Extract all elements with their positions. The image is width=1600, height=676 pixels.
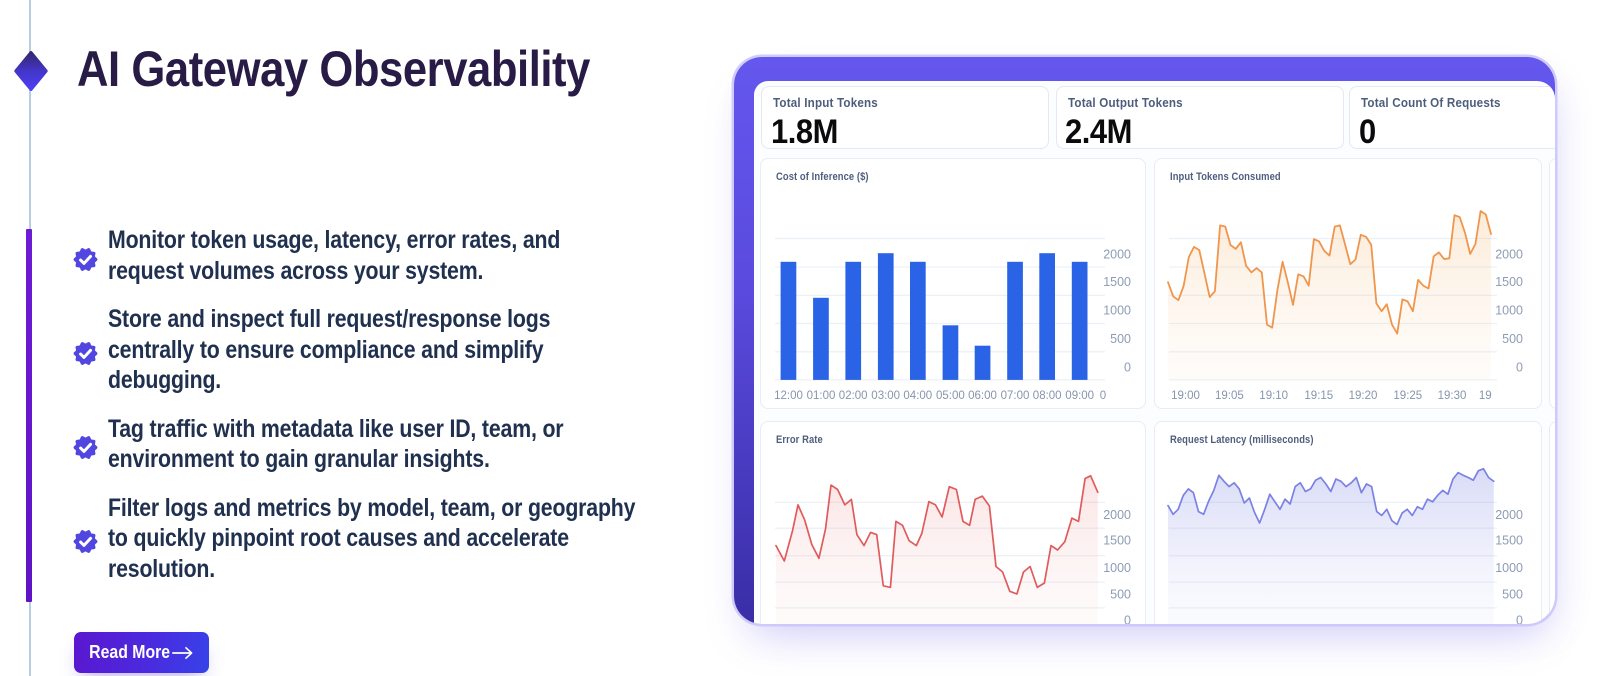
svg-text:1500: 1500 [1103,533,1131,547]
svg-text:03:00: 03:00 [871,390,900,402]
svg-text:0: 0 [1100,390,1106,402]
svg-text:500: 500 [1502,332,1523,346]
svg-text:06:00: 06:00 [968,390,997,402]
svg-text:1500: 1500 [1495,533,1523,547]
svg-text:0: 0 [1124,613,1131,624]
svg-text:05:00: 05:00 [936,390,965,402]
svg-text:19:20: 19:20 [1349,390,1378,402]
svg-text:19:05: 19:05 [1215,390,1244,402]
svg-text:2000: 2000 [1103,507,1131,521]
svg-text:02:00: 02:00 [839,390,868,402]
svg-text:1500: 1500 [1495,275,1523,289]
svg-text:19:15: 19:15 [1304,390,1333,402]
svg-text:19:00: 19:00 [1171,390,1200,402]
svg-text:0: 0 [1516,360,1523,374]
svg-text:19:10: 19:10 [1259,390,1288,402]
svg-text:500: 500 [1110,587,1131,601]
svg-text:12:00: 12:00 [774,390,803,402]
svg-text:500: 500 [1110,332,1131,346]
svg-text:0: 0 [1516,613,1523,624]
svg-text:19:30: 19:30 [1438,390,1467,402]
svg-text:1000: 1000 [1495,561,1523,575]
svg-text:500: 500 [1502,587,1523,601]
svg-text:1000: 1000 [1103,304,1131,318]
svg-text:0: 0 [1124,360,1131,374]
svg-text:2000: 2000 [1103,248,1131,262]
svg-text:19:25: 19:25 [1393,390,1422,402]
svg-text:08:00: 08:00 [1033,390,1062,402]
svg-text:09:00: 09:00 [1065,390,1094,402]
svg-text:2000: 2000 [1495,507,1523,521]
svg-text:1500: 1500 [1103,275,1131,289]
svg-text:2000: 2000 [1495,248,1523,262]
svg-text:07:00: 07:00 [1001,390,1030,402]
svg-text:04:00: 04:00 [903,390,932,402]
svg-text:19: 19 [1479,390,1492,402]
svg-text:01:00: 01:00 [807,390,836,402]
svg-text:1000: 1000 [1103,561,1131,575]
svg-text:1000: 1000 [1495,304,1523,318]
